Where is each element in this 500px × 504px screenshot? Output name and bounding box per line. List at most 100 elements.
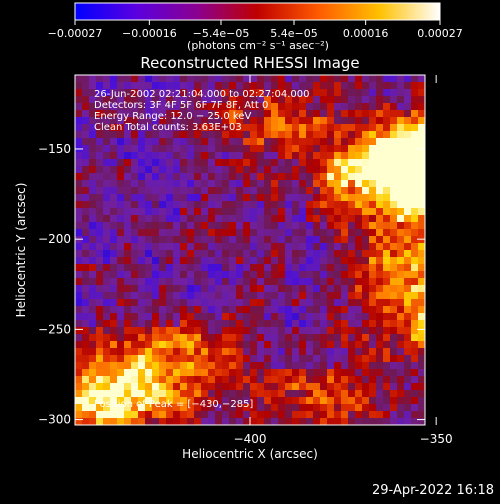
- heatmap-cell: [299, 152, 307, 160]
- heatmap-cell: [166, 152, 174, 160]
- heatmap-cell: [369, 397, 377, 405]
- heatmap-cell: [397, 110, 405, 118]
- heatmap-cell: [313, 96, 321, 104]
- heatmap-cell: [166, 180, 174, 188]
- heatmap-cell: [383, 411, 391, 419]
- heatmap-cell: [362, 257, 370, 265]
- heatmap-cell: [96, 278, 104, 286]
- heatmap-cell: [271, 187, 279, 195]
- heatmap-cell: [411, 215, 419, 223]
- heatmap-cell: [320, 166, 328, 174]
- heatmap-cell: [110, 299, 118, 307]
- heatmap-cell: [404, 341, 412, 349]
- heatmap-cell: [208, 397, 216, 405]
- heatmap-cell: [264, 362, 272, 370]
- heatmap-cell: [124, 152, 132, 160]
- heatmap-cell: [334, 103, 342, 111]
- heatmap-cell: [236, 180, 244, 188]
- heatmap-cell: [278, 299, 286, 307]
- heatmap-cell: [404, 327, 412, 335]
- heatmap-cell: [173, 348, 181, 356]
- heatmap-cell: [236, 138, 244, 146]
- heatmap-cell: [383, 110, 391, 118]
- heatmap-cell: [194, 222, 202, 230]
- heatmap-cell: [376, 362, 384, 370]
- heatmap-cell: [173, 278, 181, 286]
- heatmap-cell: [236, 397, 244, 405]
- heatmap-cell: [299, 222, 307, 230]
- heatmap-cell: [236, 299, 244, 307]
- heatmap-cell: [138, 89, 146, 97]
- heatmap-cell: [411, 194, 419, 202]
- heatmap-cell: [75, 117, 83, 125]
- heatmap-cell: [208, 334, 216, 342]
- heatmap-cell: [96, 187, 104, 195]
- heatmap-cell: [320, 341, 328, 349]
- heatmap-cell: [250, 348, 258, 356]
- heatmap-cell: [285, 187, 293, 195]
- heatmap-cell: [201, 327, 209, 335]
- heatmap-cell: [229, 362, 237, 370]
- heatmap-cell: [96, 110, 104, 118]
- heatmap-cell: [376, 327, 384, 335]
- heatmap-cell: [131, 334, 139, 342]
- heatmap-cell: [229, 278, 237, 286]
- heatmap-cell: [124, 327, 132, 335]
- heatmap-cell: [180, 327, 188, 335]
- heatmap-cell: [250, 103, 258, 111]
- heatmap-cell: [215, 341, 223, 349]
- heatmap-cell: [166, 271, 174, 279]
- heatmap-cell: [180, 201, 188, 209]
- heatmap-cell: [306, 75, 314, 83]
- heatmap-cell: [376, 229, 384, 237]
- heatmap-cell: [320, 327, 328, 335]
- heatmap-cell: [271, 369, 279, 377]
- heatmap-cell: [215, 201, 223, 209]
- heatmap-cell: [166, 96, 174, 104]
- heatmap-cell: [334, 299, 342, 307]
- heatmap-cell: [201, 117, 209, 125]
- heatmap-cell: [89, 348, 97, 356]
- heatmap-cell: [215, 75, 223, 83]
- heatmap-cell: [257, 103, 265, 111]
- heatmap-cell: [334, 320, 342, 328]
- heatmap-cell: [383, 131, 391, 139]
- heatmap-cell: [383, 166, 391, 174]
- heatmap-cell: [236, 250, 244, 258]
- heatmap-cell: [257, 257, 265, 265]
- heatmap-cell: [145, 411, 153, 419]
- heatmap-cell: [194, 264, 202, 272]
- heatmap-cell: [138, 103, 146, 111]
- heatmap-cell: [229, 334, 237, 342]
- heatmap-cell: [320, 383, 328, 391]
- heatmap-cell: [376, 201, 384, 209]
- heatmap-cell: [313, 82, 321, 90]
- heatmap-cell: [222, 383, 230, 391]
- heatmap-cell: [96, 96, 104, 104]
- heatmap-cell: [278, 348, 286, 356]
- heatmap-cell: [327, 208, 335, 216]
- heatmap-cell: [292, 138, 300, 146]
- heatmap-cell: [327, 348, 335, 356]
- heatmap-cell: [103, 250, 111, 258]
- heatmap-cell: [103, 264, 111, 272]
- heatmap-cell: [89, 117, 97, 125]
- heatmap-cell: [313, 411, 321, 419]
- heatmap-cell: [124, 285, 132, 293]
- heatmap-cell: [187, 362, 195, 370]
- heatmap-cell: [236, 124, 244, 132]
- heatmap-cell: [82, 390, 90, 398]
- heatmap-cell: [187, 299, 195, 307]
- heatmap-cell: [313, 292, 321, 300]
- heatmap-cell: [250, 299, 258, 307]
- heatmap-cell: [82, 418, 90, 425]
- heatmap-cell: [264, 411, 272, 419]
- heatmap-cell: [397, 320, 405, 328]
- heatmap-cell: [145, 215, 153, 223]
- heatmap-cell: [376, 124, 384, 132]
- heatmap-cell: [96, 404, 104, 412]
- heatmap-cell: [131, 96, 139, 104]
- heatmap-cell: [292, 292, 300, 300]
- heatmap-cell: [397, 138, 405, 146]
- heatmap-cell: [145, 299, 153, 307]
